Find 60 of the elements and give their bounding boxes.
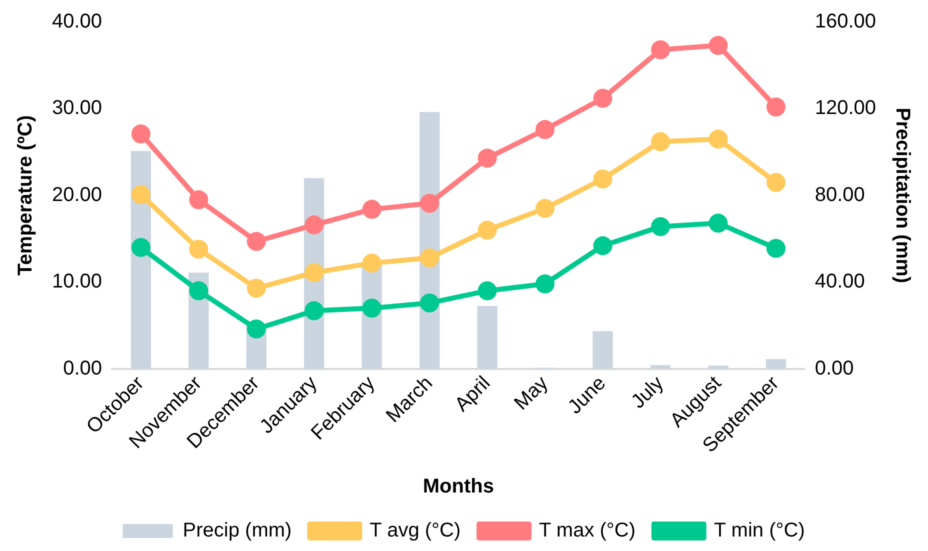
point [131,185,150,204]
legend-label: T avg (°C) [370,520,461,542]
point [708,36,728,55]
x-axis-title: Months [422,476,494,498]
point [478,220,497,240]
x-tick-label: May [510,372,552,414]
point [362,298,382,318]
point [651,132,670,152]
point [420,194,440,213]
point [420,248,440,268]
point [478,281,497,300]
y-tick-label: 30.00 [52,97,102,120]
point [420,293,440,312]
point [246,232,266,251]
point [189,190,208,210]
point [189,240,208,259]
point [246,278,266,298]
point [304,263,324,282]
point [131,238,150,257]
y-tick-label: 10.00 [52,270,102,293]
legend-label: T max (°C) [539,520,636,542]
point [189,281,208,300]
point [766,97,786,116]
point [708,214,728,233]
bar [650,365,671,369]
y2-tick-label: 80.00 [814,184,865,206]
point [651,40,670,60]
y2-tick-label: 40.00 [814,270,865,293]
point [536,274,555,294]
point [304,215,324,234]
point [362,200,382,219]
bar [477,306,498,369]
y2-axis-title: Precipitation (mm) [891,108,914,284]
point [304,301,324,320]
point [246,319,266,338]
point [593,169,612,188]
y-tick-label: 20.00 [52,184,102,206]
y2-tick-label: 160.00 [814,10,876,33]
legend-label: Precip (mm) [182,520,292,542]
bar [592,331,613,369]
y-tick-label: 40.00 [52,10,102,33]
point [478,148,497,168]
legend-label: T min (°C) [714,520,805,542]
point [593,236,612,256]
point [536,120,555,140]
point [766,238,786,258]
point [651,217,670,236]
bar [708,366,728,369]
point [708,130,728,149]
point [766,172,786,192]
y2-tick-label: 120.00 [814,97,876,120]
point [362,254,382,273]
x-tick-label: July [627,372,668,413]
point [593,88,612,108]
point [536,198,555,218]
point [131,124,150,144]
y-axis-title: Temperature (ºC) [14,115,37,276]
y-tick-label: 0.00 [63,357,102,380]
y2-tick-label: 0.00 [814,357,854,380]
bar [766,359,786,369]
